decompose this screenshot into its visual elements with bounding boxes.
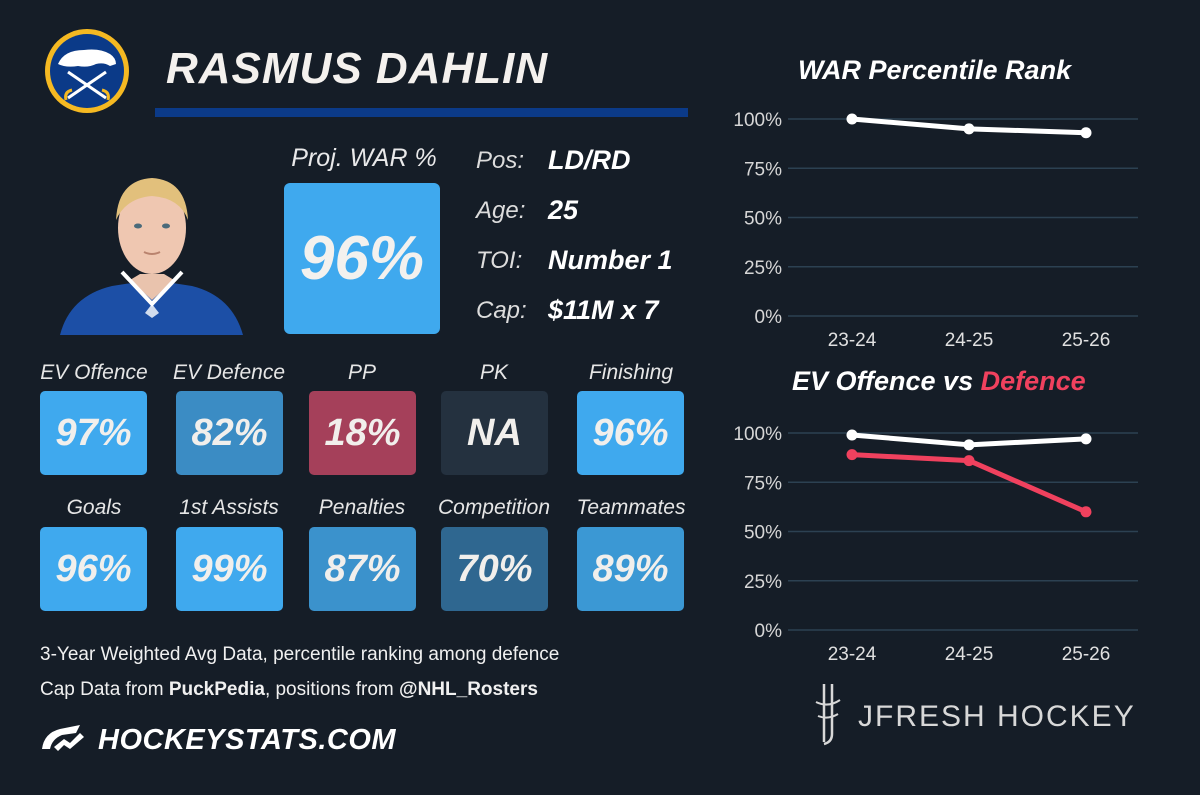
team-logo (44, 28, 130, 114)
nhl-rosters-source: @NHL_Rosters (399, 679, 538, 700)
ev-chart-ytick-label: 75% (744, 473, 782, 494)
war-chart-xtick-label: 24-25 (945, 330, 994, 351)
ev-chart-data-point (963, 455, 975, 467)
competition-tile: 70% (441, 527, 548, 611)
penalties-label: Penalties (318, 496, 406, 519)
cap-label: Cap: (476, 297, 527, 324)
war-chart-data-point (963, 123, 975, 135)
teammates-tile: 89% (577, 527, 684, 611)
ev-chart-data-point (846, 429, 858, 441)
ev-chart-title: EV Offence vs Defence (792, 366, 1086, 396)
name-underline (155, 108, 688, 117)
war-percentile-chart: 0% 25% 50% 75% 100% 23-24 24-25 25-26 (733, 110, 1138, 351)
teammates-label: Teammates (576, 496, 686, 519)
ev-chart-ytick-label: 25% (744, 572, 782, 593)
war-chart-xtick-label: 25-26 (1062, 330, 1111, 351)
ev-offence-tile: 97% (40, 391, 147, 475)
war-chart-ytick-label: 50% (744, 209, 782, 230)
pk-label: PK (479, 361, 508, 384)
ev-chart-data-point (963, 439, 975, 451)
war-chart-ytick-label: 0% (755, 307, 783, 328)
pos-value: LD/RD (548, 145, 631, 175)
pk-tile: NA (441, 391, 548, 475)
war-chart-ytick-label: 75% (744, 159, 782, 180)
pp-tile: 18% (309, 391, 416, 475)
competition-label: Competition (437, 496, 551, 519)
footnote-data: 3-Year Weighted Avg Data, percentile ran… (40, 644, 560, 665)
age-value: 25 (548, 195, 579, 225)
first-assists-tile: 99% (176, 527, 283, 611)
ev-offence-label: EV Offence (40, 361, 148, 384)
ev-chart-xtick-label: 24-25 (945, 644, 994, 665)
ev-chart-ytick-label: 0% (755, 621, 783, 642)
goals-tile: 96% (40, 527, 147, 611)
ev-chart-ytick-label: 100% (733, 424, 782, 445)
cap-value: $11M x 7 (548, 295, 659, 325)
puckpedia-source: PuckPedia (168, 679, 265, 700)
ev-chart-data-point (846, 449, 858, 461)
pos-label: Pos: (476, 147, 525, 174)
hockeystats-brand: HOCKEYSTATS.COM (40, 722, 396, 758)
player-name: RASMUS DAHLIN (166, 44, 549, 93)
finishing-tile: 96% (577, 391, 684, 475)
goals-label: Goals (66, 496, 122, 519)
proj-war-label: Proj. WAR % (291, 144, 437, 172)
hockeystats-text: HOCKEYSTATS.COM (98, 723, 397, 756)
jfresh-brand: JFRESH HOCKEY (812, 682, 1136, 751)
first-assists-label: 1st Assists (179, 496, 279, 519)
war-chart-ytick-label: 100% (733, 110, 782, 131)
jfresh-logo-icon (812, 682, 844, 751)
war-chart-xtick-label: 23-24 (828, 330, 877, 351)
war-chart-data-point (846, 113, 858, 125)
proj-war-value: 96% (284, 183, 440, 334)
finishing-label: Finishing (588, 361, 674, 384)
war-chart-title: WAR Percentile Rank (798, 55, 1072, 85)
ev-offence-defence-chart: 0% 25% 50% 75% 100% 23-24 24-25 25-26 (733, 424, 1138, 665)
penalties-tile: 87% (309, 527, 416, 611)
toi-label: TOI: (476, 247, 523, 274)
hockeystats-logo-icon (40, 723, 86, 758)
footnote-sources: Cap Data from PuckPedia, positions from … (40, 679, 538, 700)
ev-chart-data-point (1080, 433, 1092, 445)
ev-defence-tile: 82% (176, 391, 283, 475)
war-chart-data-point (1080, 127, 1092, 139)
ev-chart-xtick-label: 25-26 (1062, 644, 1111, 665)
age-label: Age: (476, 197, 526, 224)
jfresh-text: JFRESH HOCKEY (858, 699, 1136, 733)
ev-defence-label: EV Defence (172, 361, 286, 384)
ev-chart-ytick-label: 50% (744, 523, 782, 544)
ev-chart-data-point (1080, 506, 1092, 518)
toi-value: Number 1 (548, 245, 673, 275)
pp-label: PP (347, 361, 376, 384)
ev-chart-xtick-label: 23-24 (828, 644, 877, 665)
war-chart-ytick-label: 25% (744, 258, 782, 279)
player-photo (60, 168, 243, 335)
